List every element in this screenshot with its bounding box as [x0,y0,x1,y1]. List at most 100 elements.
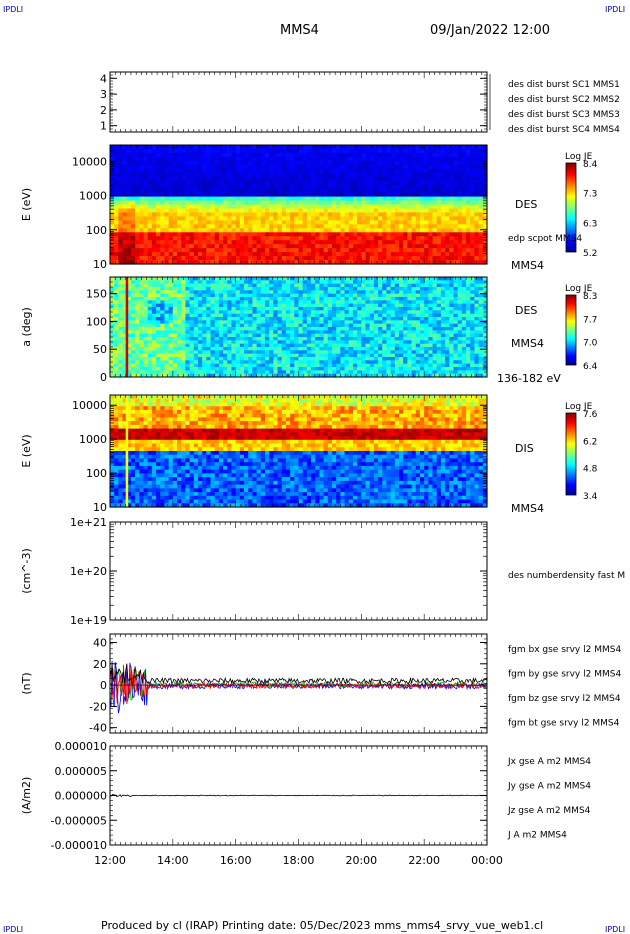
heatmap-cell [206,363,212,368]
heatmap-cell [348,256,354,261]
heatmap-cell [248,277,254,281]
heatmap-cell [285,353,291,358]
heatmap-cell [244,184,249,190]
heatmap-cell [177,310,182,315]
heatmap-cell [164,283,170,288]
heatmap-cell [298,160,304,166]
heatmap-cell [114,216,119,221]
heatmap-cell [126,370,132,375]
heatmap-cell [332,343,337,348]
heatmap-cell [235,164,241,170]
heatmap-cell [164,220,170,225]
heatmap-cell [336,287,341,291]
heatmap-cell [474,252,480,257]
heatmap-cell [311,240,316,245]
heatmap-cell [135,293,140,298]
heatmap-cell [239,283,245,288]
heatmap-cell [390,172,396,178]
heatmap-cell [311,260,316,265]
heatmap-cell [340,220,346,225]
heatmap-cell [302,330,308,335]
heatmap-cell [281,200,287,206]
heatmap-cell [114,310,119,315]
heatmap-cell [306,317,312,321]
heatmap-cell [244,248,249,253]
heatmap-cell [151,350,157,355]
heatmap-cell [130,320,136,325]
heatmap-cell [114,327,119,331]
heatmap-cell [474,212,480,217]
heatmap-cell [172,260,178,265]
heatmap-cell [277,232,283,237]
heatmap-cell [415,145,421,150]
heatmap-cell [151,353,157,358]
heatmap-cell [285,337,291,341]
heatmap-cell [407,244,413,249]
heatmap-cell [290,192,295,198]
heatmap-cell [269,340,274,345]
heatmap-cell [449,216,455,221]
heatmap-cell [277,200,283,206]
heatmap-cell [273,224,279,229]
heatmap-cell [336,323,341,328]
heatmap-cell [315,363,321,368]
heatmap-cell [323,360,329,365]
heatmap-cell [214,200,220,206]
heatmap-cell [440,232,446,237]
heatmap-cell [449,152,455,158]
heatmap-cell [235,300,241,305]
heatmap-cell [156,204,161,210]
heatmap-cell [160,327,166,331]
heatmap-cell [315,330,321,335]
heatmap-cell [172,323,178,328]
heatmap-cell [323,252,329,257]
heatmap-cell [344,160,350,166]
heatmap-cell [156,343,161,348]
heatmap-cell [294,360,300,365]
heatmap-cell [206,188,212,194]
heatmap-cell [457,232,463,237]
heatmap-cell [361,232,367,237]
heatmap-cell [197,220,203,225]
heatmap-cell [260,360,266,365]
heatmap-cell [327,337,333,341]
colorbar-tick-label: 5.2 [583,249,597,259]
heatmap-cell [348,236,354,241]
heatmap-cell [344,188,350,194]
heatmap-cell [361,145,367,150]
heatmap-cell [273,327,279,331]
heatmap-cell [298,280,304,285]
heatmap-cell [130,310,136,315]
heatmap-cell [210,200,216,206]
heatmap-cell [449,180,455,186]
heatmap-cell [323,293,329,298]
heatmap-cell [235,277,241,281]
heatmap-cell [177,216,182,221]
heatmap-cell [332,180,337,186]
heatmap-cell [311,176,316,182]
heatmap-cell [273,145,279,150]
heatmap-cell [273,236,279,241]
heatmap-cell [302,145,308,150]
heatmap-cell [294,228,300,233]
heatmap-cell [352,293,358,298]
heatmap-cell [323,350,329,355]
heatmap-cell [223,196,228,202]
heatmap-cell [160,363,166,368]
heatmap-cell [340,256,346,261]
heatmap-cell [139,333,145,338]
heatmap-cell [302,260,308,265]
heatmap-cell [193,357,199,361]
heatmap-cell [185,373,191,378]
heatmap-cell [285,327,291,331]
heatmap-cell [365,327,371,331]
heatmap-cell [369,152,375,158]
heatmap-cell [311,363,316,368]
heatmap-cell [428,192,434,198]
heatmap-cell [323,176,329,182]
heatmap-cell [122,327,128,331]
heatmap-cell [239,337,245,341]
heatmap-cell [114,287,119,291]
heatmap-cell [130,307,136,311]
heatmap-cell [193,343,199,348]
